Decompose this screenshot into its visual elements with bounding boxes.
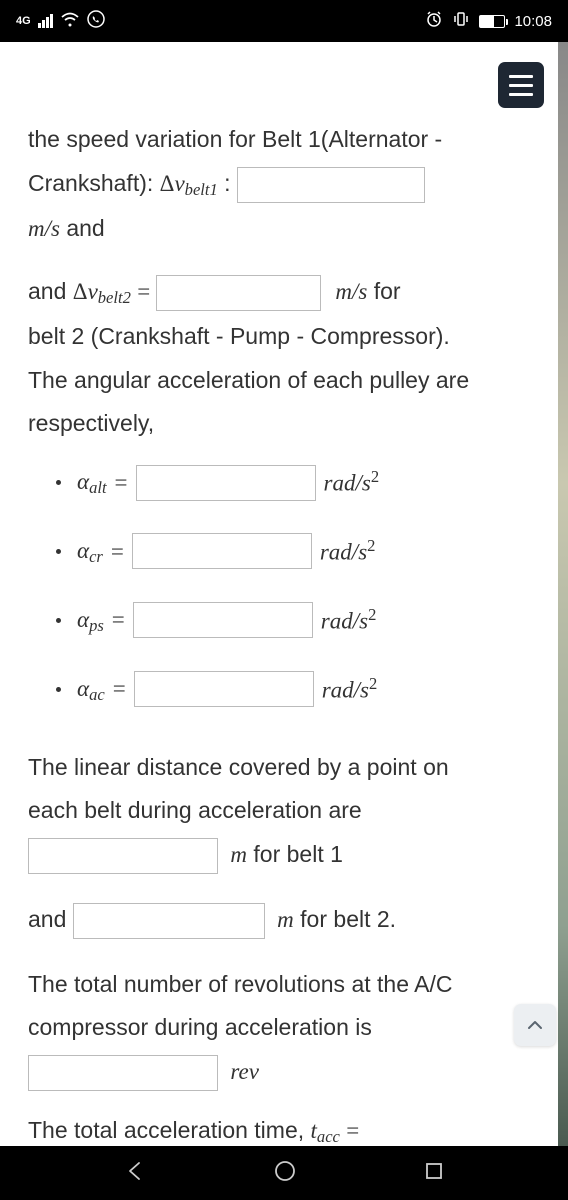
back-button[interactable] <box>124 1160 146 1187</box>
network-label: 4G <box>16 15 31 27</box>
text-line: belt 2 (Crankshaft - Pump - Compressor). <box>28 319 540 355</box>
content-area: the speed variation for Belt 1(Alternato… <box>0 42 568 1146</box>
input-alpha-alt[interactable] <box>136 465 316 501</box>
text-line: rev <box>28 1054 540 1091</box>
text-line: respectively, <box>28 406 540 442</box>
text-line: Crankshaft): Δvbelt1 : <box>28 166 540 203</box>
menu-button[interactable] <box>498 62 544 108</box>
list-item: αalt = rad/s2 <box>56 464 540 501</box>
text-line: The total acceleration time, tacc = <box>28 1113 540 1146</box>
input-alpha-cr[interactable] <box>132 533 312 569</box>
alarm-icon <box>425 10 443 32</box>
list-item: αcr = rad/s2 <box>56 533 540 570</box>
scroll-top-button[interactable] <box>514 1004 556 1046</box>
signal-icon <box>38 14 53 28</box>
status-left: 4G <box>16 10 105 32</box>
input-revolutions[interactable] <box>28 1055 218 1091</box>
text-line: The total number of revolutions at the A… <box>28 967 540 1003</box>
home-button[interactable] <box>273 1159 297 1188</box>
vibrate-icon <box>452 10 470 32</box>
input-dv-belt1[interactable] <box>237 167 425 203</box>
input-alpha-ps[interactable] <box>133 602 313 638</box>
text-line: compressor during acceleration is <box>28 1010 540 1046</box>
text-line: the speed variation for Belt 1(Alternato… <box>28 122 540 158</box>
list-item: αac = rad/s2 <box>56 671 540 708</box>
clock-time: 10:08 <box>514 13 552 30</box>
text-line: m for belt 1 <box>28 837 540 874</box>
text-line: each belt during acceleration are <box>28 793 540 829</box>
android-nav-bar <box>0 1146 568 1200</box>
wifi-icon <box>60 12 80 31</box>
text-line: and Δvbelt2 = m/s for <box>28 274 540 311</box>
input-alpha-ac[interactable] <box>134 671 314 707</box>
status-bar: 4G 10:08 <box>0 0 568 42</box>
alpha-list: αalt = rad/s2 αcr = rad/s2 αps = rad/s2 <box>28 450 540 750</box>
input-dist-belt2[interactable] <box>73 903 265 939</box>
whatsapp-icon <box>87 10 105 32</box>
text-line: m/s and <box>28 211 540 247</box>
list-item: αps = rad/s2 <box>56 602 540 639</box>
question-content: the speed variation for Belt 1(Alternato… <box>0 42 568 1146</box>
text-line: and m for belt 2. <box>28 902 540 939</box>
status-right: 10:08 <box>425 10 552 32</box>
input-dv-belt2[interactable] <box>156 275 321 311</box>
battery-icon <box>479 15 505 28</box>
input-dist-belt1[interactable] <box>28 838 218 874</box>
text-line: The angular acceleration of each pulley … <box>28 363 540 399</box>
text-line: The linear distance covered by a point o… <box>28 750 540 786</box>
recent-button[interactable] <box>424 1161 444 1186</box>
